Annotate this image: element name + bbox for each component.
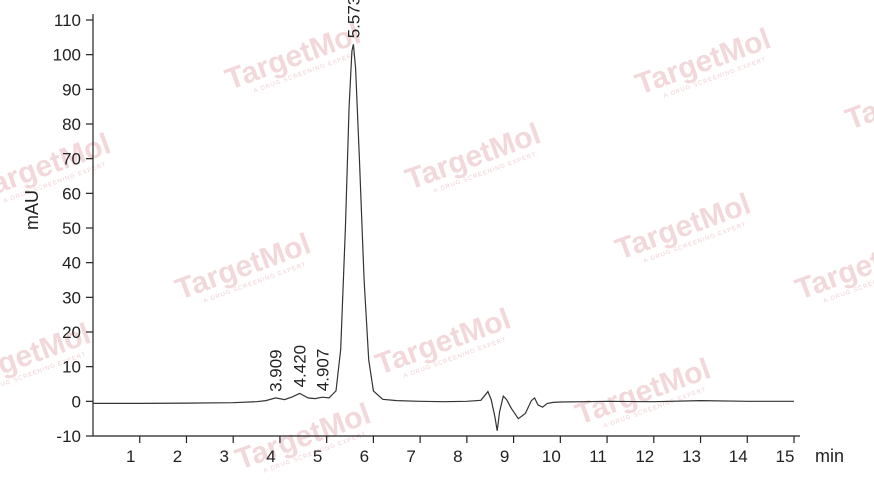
x-tick-label: 2 [173,447,182,466]
x-tick-label: 14 [729,447,748,466]
peak-label: 4.907 [313,349,332,392]
y-tick-label: 100 [53,46,81,65]
y-tick-label: 50 [62,219,81,238]
axes [92,14,800,437]
y-tick-label: 80 [62,115,81,134]
watermark-brand: TargetMol [841,57,874,136]
x-tick-label: 3 [219,447,228,466]
peak-labels: 3.909 4.420 4.907 5.573 [267,0,364,392]
peak-label: 3.909 [267,349,286,392]
x-tick-label: 7 [406,447,415,466]
x-tick-label: 15 [776,447,795,466]
x-tick-label: 13 [682,447,701,466]
y-tick-label: 0 [72,392,81,411]
y-tick-label: 60 [62,184,81,203]
x-tick-label: 8 [453,447,462,466]
x-tick-label: 10 [542,447,561,466]
y-axis-label: mAU [22,190,42,230]
x-tick-label: 11 [589,447,607,466]
x-axis-label: min [815,446,844,466]
x-tick-label: 1 [126,447,135,466]
x-tick-label: 4 [266,447,275,466]
x-tick-label: 12 [635,447,654,466]
peak-label: 4.420 [291,345,310,388]
y-tick-label: 10 [62,358,81,377]
y-tick-label: 40 [62,254,81,273]
y-tick-label: 90 [62,80,81,99]
y-ticks: -10 0 10 20 30 40 50 60 70 80 90 100 110 [53,11,93,446]
y-tick-label: -10 [56,427,81,446]
y-tick-label: 70 [62,150,81,169]
x-tick-label: 9 [500,447,509,466]
y-tick-label: 20 [62,323,81,342]
y-tick-label: 30 [62,288,81,307]
y-tick-label: 110 [54,11,81,30]
chromatogram-trace [93,44,794,431]
peak-label: 5.573 [344,0,363,38]
x-tick-label: 5 [313,447,322,466]
x-ticks: 1 2 3 4 5 6 7 8 9 10 11 12 13 14 15 [126,436,795,466]
x-tick-label: 6 [360,447,369,466]
